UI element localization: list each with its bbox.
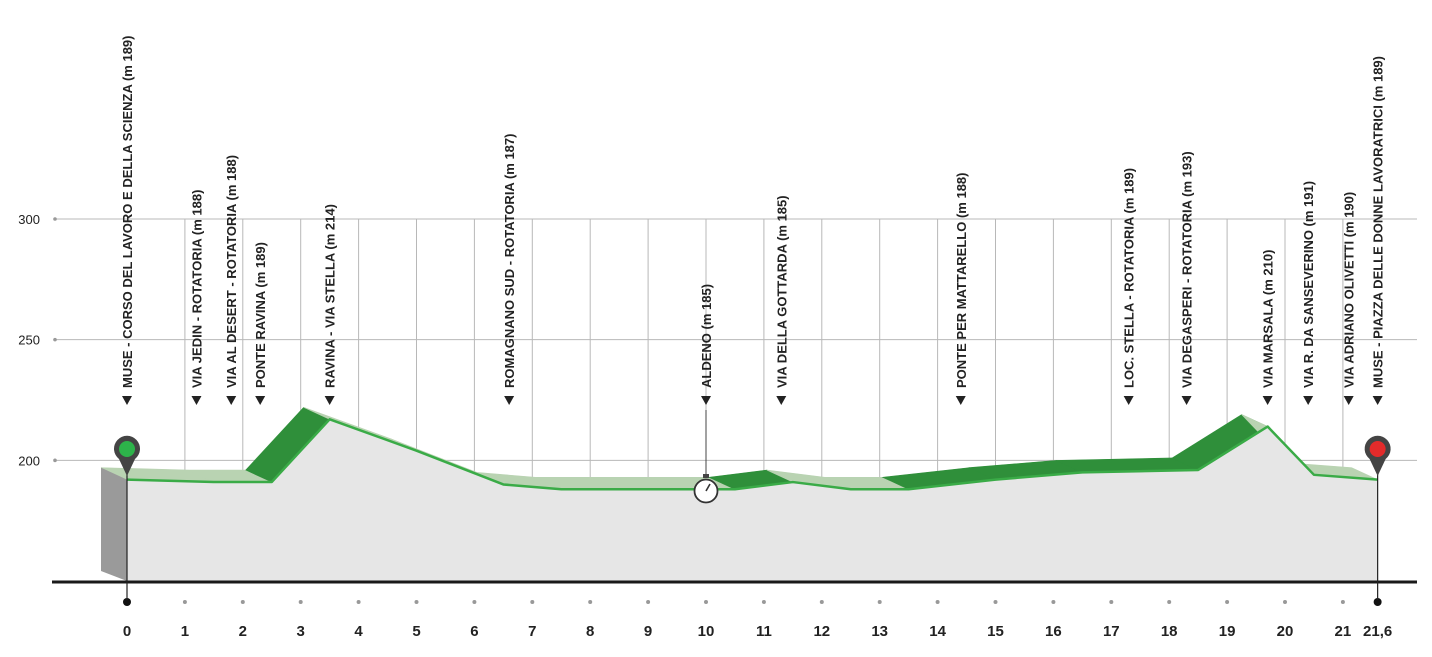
waypoint-arrow: [1181, 396, 1192, 405]
ytick-dot: [53, 458, 57, 463]
xtick-dot: [414, 600, 419, 604]
xtick-dot: [877, 600, 882, 604]
xtick-label: 3: [297, 623, 305, 640]
xtick-dot: [646, 600, 651, 604]
xtick-dot: [1167, 600, 1172, 604]
xtick-label: 10: [698, 623, 715, 640]
waypoint-label: ALDENO (m 185): [699, 284, 714, 388]
waypoint-label: PONTE PER MATTARELLO (m 188): [954, 173, 969, 388]
xtick-label: 11: [756, 623, 772, 640]
waypoint-arrow: [191, 396, 202, 405]
waypoint-arrow: [1123, 396, 1134, 405]
elevation-fill: [127, 419, 1378, 581]
xtick-label: 15: [987, 623, 1004, 640]
finish-marker-icon-dot: [1369, 441, 1386, 457]
xtick-label: 17: [1103, 623, 1120, 640]
xtick-dot: [298, 600, 303, 604]
xtick-dot: [935, 600, 940, 604]
xtick-dot: [1225, 600, 1230, 604]
ytick-dot: [53, 337, 57, 342]
xtick-label: 1: [181, 623, 189, 640]
ytick-dot: [53, 217, 57, 221]
waypoint-arrow: [255, 396, 266, 405]
xtick-label: 20: [1277, 623, 1294, 640]
waypoint-label: VIA ADRIANO OLIVETTI (m 190): [1342, 192, 1357, 388]
xtick-dot: [1051, 600, 1056, 604]
waypoint-layer: MUSE - CORSO DEL LAVORO E DELLA SCIENZA …: [120, 36, 1386, 405]
xtick-dot: [1283, 600, 1287, 604]
xtick-label: 8: [586, 623, 594, 640]
waypoint-arrow: [504, 396, 515, 405]
xtick-label: 18: [1161, 623, 1178, 640]
xtick-label: 2: [239, 623, 247, 640]
waypoint-label: VIA JEDIN - ROTATORIA (m 188): [189, 190, 204, 388]
waypoint-label: RAVINA - VIA STELLA (m 214): [323, 204, 338, 388]
ytick-label: 300: [18, 212, 40, 227]
waypoint-arrow: [955, 396, 966, 405]
xtick-dot: [472, 600, 477, 604]
ytick-label: 200: [18, 453, 40, 468]
xtick-label: 5: [412, 623, 420, 640]
xtick-label: 21: [1335, 623, 1352, 640]
xtick-dot: [704, 600, 708, 604]
start-marker-icon: [114, 435, 141, 476]
xtick-label: 0: [123, 623, 131, 640]
waypoint-label: MUSE - CORSO DEL LAVORO E DELLA SCIENZA …: [120, 36, 135, 388]
waypoint-label: PONTE RAVINA (m 189): [253, 242, 268, 388]
xtick-label: 7: [528, 623, 536, 640]
xtick-label: 4: [354, 623, 363, 640]
stopwatch-crown: [703, 474, 709, 478]
xtick-label: 9: [644, 623, 652, 640]
stopwatch-hand: [705, 483, 711, 492]
elevation-line: [126, 418, 1378, 491]
xtick-label: 13: [871, 623, 888, 640]
waypoint-label: VIA MARSALA (m 210): [1261, 250, 1276, 388]
waypoint-arrow: [1303, 396, 1314, 405]
ytick-label: 250: [18, 333, 40, 348]
xtick-label: 21,6: [1363, 623, 1392, 640]
xtick-dot: [240, 600, 245, 604]
xtick-dot: [1340, 600, 1345, 604]
waypoint-label: MUSE - PIAZZA DELLE DONNE LAVORATRICI (m…: [1371, 56, 1386, 388]
xtick-dot: [1373, 598, 1382, 606]
xtick-label: 12: [813, 623, 830, 640]
xtick-dot: [993, 600, 998, 604]
profile-side-face: [101, 467, 127, 581]
xtick-dot: [819, 600, 824, 604]
xtick-dot: [1109, 600, 1114, 604]
waypoint-arrow: [1372, 396, 1383, 405]
finish-marker-icon: [1364, 435, 1391, 476]
waypoint-label: VIA DEGASPERI - ROTATORIA (m 193): [1180, 151, 1195, 388]
xtick-label: 14: [929, 623, 946, 640]
xtick-label: 6: [470, 623, 478, 640]
waypoint-arrow: [776, 396, 787, 405]
waypoint-label: VIA AL DESERT - ROTATORIA (m 188): [224, 155, 239, 388]
waypoint-arrow: [122, 396, 132, 405]
marker-layer: [114, 410, 1391, 504]
xtick-dot: [761, 600, 766, 604]
waypoint-label: LOC. STELLA - ROTATORIA (m 189): [1122, 168, 1137, 388]
waypoint-arrow: [1343, 396, 1354, 405]
xtick-dot: [588, 600, 593, 604]
xtick-label: 16: [1045, 623, 1062, 640]
xtick-dot: [356, 600, 361, 604]
xtick-dot: [123, 598, 131, 606]
axes-layer: 0 1 2 3 4 5 6 7 8 9 10 11 12 13 14 15 16 17 18 19 20 21 21,6: [52, 460, 1417, 640]
waypoint-arrow: [1262, 396, 1273, 405]
xtick-label: 19: [1219, 623, 1236, 640]
waypoint-arrow: [701, 396, 711, 405]
waypoint-label: ROMAGNANO SUD - ROTATORIA (m 187): [502, 134, 517, 388]
xtick-dot: [182, 600, 187, 604]
elevation-area: [100, 406, 1378, 581]
waypoint-label: VIA DELLA GOTTARDA (m 185): [774, 195, 789, 388]
stopwatch-icon: [693, 474, 719, 504]
waypoint-label: VIA R. DA SANSEVERINO (m 191): [1301, 181, 1316, 388]
xtick-dot: [530, 600, 535, 604]
start-marker-icon-dot: [119, 441, 135, 457]
waypoint-arrow: [226, 396, 237, 405]
waypoint-arrow: [324, 396, 335, 405]
